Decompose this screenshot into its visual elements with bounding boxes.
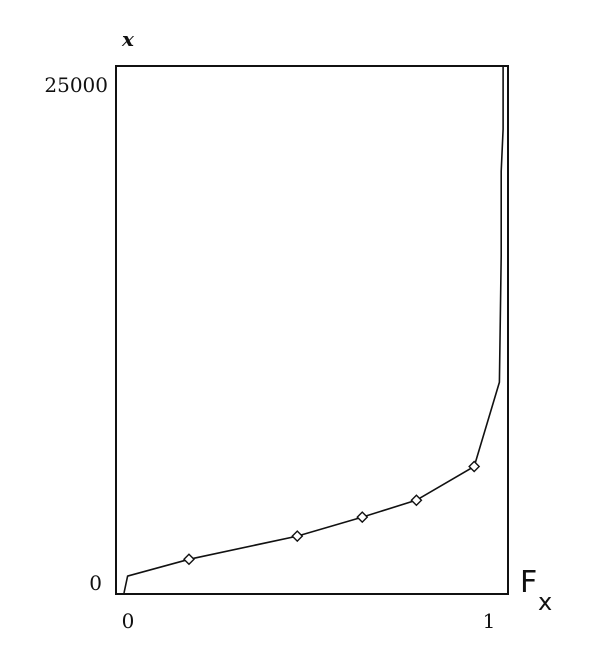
y-tick-label-min: 0 xyxy=(89,571,102,595)
x-tick-label-min: 0 xyxy=(122,609,135,633)
plot-frame xyxy=(115,65,509,595)
series-markers xyxy=(182,460,481,566)
data-point-marker-3 xyxy=(356,511,369,524)
data-point-marker-1 xyxy=(182,553,195,566)
data-point-marker-5 xyxy=(468,460,481,473)
x-tick-label-max: 1 xyxy=(483,609,496,633)
y-tick-label-max: 25000 xyxy=(44,73,108,97)
x-axis-label-subscript: x xyxy=(538,588,552,616)
data-point-marker-4 xyxy=(410,494,423,507)
data-point-marker-2 xyxy=(291,530,304,543)
series-line xyxy=(123,66,504,594)
x-axis-label: F xyxy=(520,565,537,600)
y-axis-label: x xyxy=(121,27,135,51)
